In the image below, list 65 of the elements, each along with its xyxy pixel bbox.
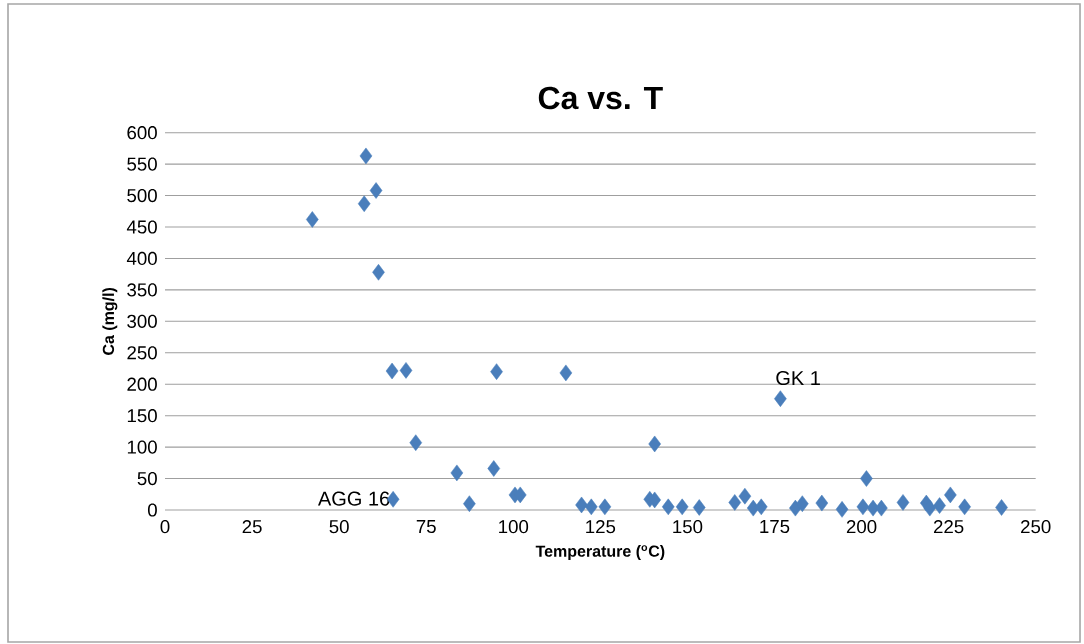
point	[369, 182, 383, 199]
point	[738, 487, 752, 505]
x-tick-label: 0	[160, 520, 170, 534]
point	[796, 495, 809, 512]
point	[359, 147, 373, 165]
y-tick-label: 350	[127, 283, 157, 297]
point	[450, 464, 464, 482]
point	[875, 499, 888, 517]
point	[559, 364, 573, 382]
point	[958, 498, 971, 516]
y-axis-title: Ca (mg/l)	[102, 287, 118, 355]
x-tick-label: 250	[1021, 520, 1051, 534]
x-tick-label: 100	[499, 520, 529, 534]
point	[648, 435, 661, 453]
point	[860, 470, 873, 487]
point	[385, 362, 399, 380]
y-tick-label: 550	[127, 157, 157, 171]
y-tick-label: 400	[126, 251, 157, 266]
point	[585, 498, 598, 516]
point	[835, 501, 849, 518]
point	[661, 498, 675, 516]
x-tick-label: 125	[586, 520, 616, 534]
y-tick-label: 100	[127, 440, 157, 454]
point	[306, 211, 319, 228]
y-tick-label: 450	[126, 220, 157, 234]
point	[399, 362, 413, 379]
point	[598, 498, 612, 516]
y-tick-label: 600	[127, 126, 157, 140]
point	[490, 363, 503, 380]
x-tick-label: 150	[673, 520, 703, 534]
point	[995, 499, 1008, 516]
point	[728, 494, 742, 511]
point	[944, 486, 957, 504]
x-tick-label: 175	[760, 520, 790, 534]
y-tick-label: 250	[127, 346, 157, 360]
y-tick-label: 50	[137, 471, 157, 486]
y-tick-label: 0	[147, 503, 157, 517]
point	[896, 494, 910, 511]
point	[923, 499, 937, 517]
y-tick-label: 200	[127, 377, 157, 391]
point	[933, 497, 946, 514]
x-axis-title: Temperature ($^{o}$C)	[535, 545, 665, 560]
x-tick-label: 75	[416, 520, 436, 534]
point	[774, 390, 787, 407]
point	[357, 195, 371, 212]
point	[815, 494, 829, 512]
y-tick-label: 500	[127, 188, 157, 203]
x-tick-label: 50	[329, 520, 349, 534]
x-tick-label: 200	[846, 520, 877, 534]
point	[575, 496, 588, 514]
chart-title: Ca vs. T	[538, 86, 663, 110]
point	[754, 498, 768, 516]
y-tick-label: 300	[127, 314, 157, 328]
point	[487, 460, 501, 477]
point	[372, 264, 385, 281]
point	[463, 495, 476, 512]
point	[409, 434, 423, 451]
y-tick-label: 150	[127, 409, 157, 423]
point	[692, 499, 706, 516]
x-tick-label: 225	[933, 520, 964, 534]
annotation: AGG 16	[317, 491, 390, 506]
point	[856, 498, 870, 516]
x-tick-label: 25	[242, 520, 262, 534]
point	[675, 498, 689, 516]
annotation: GK 1	[776, 370, 820, 386]
